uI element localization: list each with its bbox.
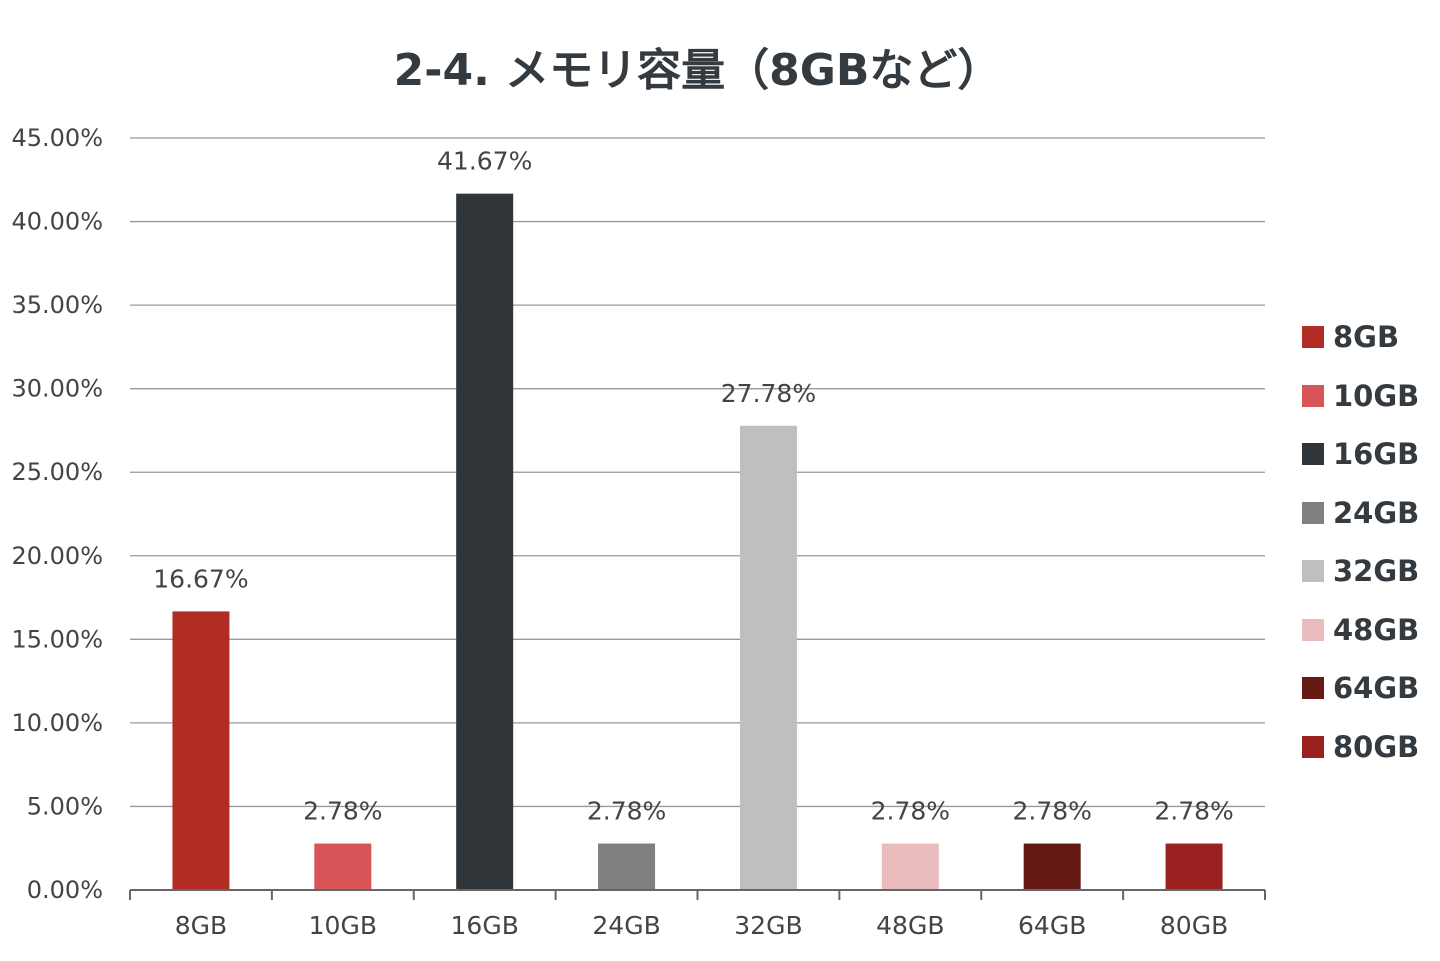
y-tick-label: 45.00% [11,124,103,152]
x-tick-label: 24GB [592,911,660,940]
data-label: 2.78% [871,797,950,826]
bar-24gb [598,843,656,890]
y-tick-label: 10.00% [11,709,103,737]
legend-label: 80GB [1333,729,1420,764]
x-tick-label: 80GB [1160,911,1228,940]
bar-10gb [314,843,372,890]
y-tick-label: 15.00% [11,625,103,653]
y-tick-label: 0.00% [27,876,103,904]
y-tick-label: 35.00% [11,291,103,319]
legend-swatch [1302,384,1324,407]
y-tick-label: 25.00% [11,458,103,486]
legend-label: 10GB [1333,378,1420,413]
bar-48gb [881,843,939,890]
data-label: 2.78% [1012,797,1091,826]
legend-swatch [1302,735,1324,758]
legend-item: 16GB [1302,425,1419,484]
data-label: 16.67% [153,564,248,593]
chart-title: 2-4. メモリ容量（8GBなど） [393,45,1002,96]
x-axis-ticks: 8GB 10GB 16GB 24GB 32GB 48GB 64GB 80GB [175,911,1229,940]
legend-label: 16GB [1333,437,1420,472]
legend-label: 64GB [1333,671,1420,706]
bars [172,193,1223,890]
legend-item: 64GB [1302,659,1419,718]
y-axis-ticks: 0.00% 5.00% 10.00% 15.00% 20.00% 25.00% 30.00%… [11,124,103,904]
legend-item: 24GB [1302,484,1419,543]
x-tick-label: 16GB [451,911,519,940]
x-tick-label: 10GB [309,911,377,940]
legend-item: 32GB [1302,542,1419,601]
x-axis [129,889,1266,900]
y-tick-label: 20.00% [11,542,103,570]
x-tick-label: 48GB [876,911,944,940]
bar-8gb [172,611,230,890]
data-label: 27.78% [721,379,816,408]
data-labels: 16.67% 2.78% 41.67% 2.78% 27.78% 2.78% 2.78% 2.… [153,147,1234,826]
legend-swatch [1302,677,1324,700]
legend-item: 10GB [1302,367,1419,426]
bar-32gb [739,425,797,890]
legend-label: 24GB [1333,495,1420,530]
legend-swatch [1302,443,1324,466]
legend-item: 80GB [1302,718,1419,777]
x-tick-label: 64GB [1018,911,1086,940]
legend-swatch [1302,560,1324,583]
gridlines [130,137,1265,808]
bar-16gb [456,193,514,890]
legend-item: 48GB [1302,601,1419,660]
y-tick-label: 30.00% [11,375,103,403]
data-label: 2.78% [1154,797,1233,826]
y-tick-label: 5.00% [27,792,103,820]
legend-label: 32GB [1333,554,1420,589]
bar-64gb [1023,843,1081,890]
legend-item: 8GB [1302,308,1419,367]
legend: 8GB 10GB 16GB 24GB 32GB 48GB 64GB 80GB [1302,308,1419,776]
data-label: 2.78% [587,797,666,826]
x-tick-label: 8GB [175,911,227,940]
legend-swatch [1302,326,1324,349]
x-tick-label: 32GB [734,911,802,940]
legend-swatch [1302,618,1324,641]
bar-80gb [1165,843,1223,890]
legend-label: 8GB [1333,320,1400,355]
data-label: 41.67% [437,147,532,176]
data-label: 2.78% [303,797,382,826]
legend-swatch [1302,501,1324,524]
y-tick-label: 40.00% [11,208,103,236]
legend-label: 48GB [1333,612,1420,647]
